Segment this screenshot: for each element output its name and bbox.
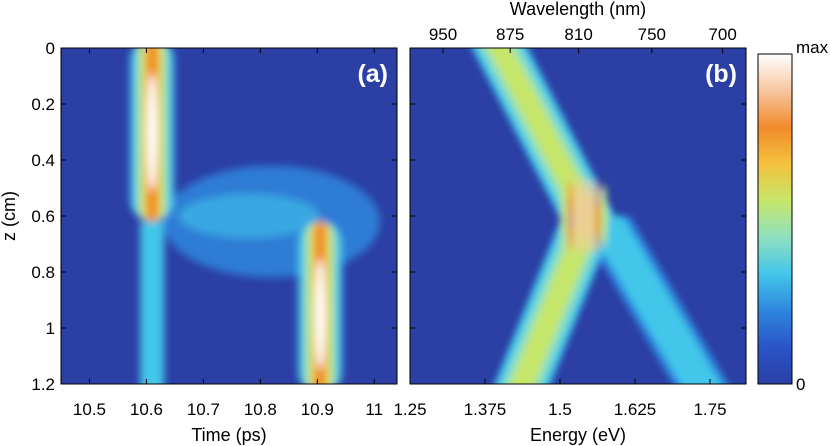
fringe xyxy=(574,178,580,254)
x-tick-label: 11 xyxy=(365,400,383,419)
pulse2-peak xyxy=(315,258,326,370)
panel-b: (b) 1.25 1.375 1.5 1.625 1.75 950 875 810 750 700 xyxy=(393,25,747,419)
pulse1-peak xyxy=(147,73,158,191)
x-tick-label: 10.7 xyxy=(187,400,220,419)
y-tick-label: 0.8 xyxy=(31,263,55,282)
panel-a: (a) 10.5 10.6 10.7 10.8 10.9 1100.20.40.60.81… xyxy=(31,39,398,419)
x-tick-label: 1.25 xyxy=(393,400,426,419)
fringe xyxy=(581,177,587,255)
panel-b-xlabel: Energy (eV) xyxy=(530,425,626,445)
lower-band-layer-2 xyxy=(510,216,602,384)
x-tick-label: 1.5 xyxy=(548,400,572,419)
colorbar-frame xyxy=(757,53,793,385)
y-tick-label: 0.6 xyxy=(31,207,55,226)
x-tick-label: 1.375 xyxy=(464,400,507,419)
x-tick-label: 10.5 xyxy=(73,400,106,419)
x-tick-label: 1.625 xyxy=(614,400,657,419)
panel-a-xlabel: Time (ps) xyxy=(191,425,266,445)
y-tick-label: 0.4 xyxy=(31,151,55,170)
panel-a-ticks: 10.5 10.6 10.7 10.8 10.9 11 0 0.2 0.4 0.6 0.8 1 1.2 xyxy=(31,39,397,419)
top-x-tick-label: 810 xyxy=(564,25,592,44)
x-tick-label: 10.8 xyxy=(244,400,277,419)
upper-band-layer-2 xyxy=(487,48,602,222)
y-tick-label: 1.2 xyxy=(31,375,55,394)
y-tick-label: 0 xyxy=(46,39,55,58)
panel-a-label: (a) xyxy=(357,60,388,88)
fringe xyxy=(588,178,594,254)
colorbar-fill xyxy=(758,54,792,384)
weak-band-layer-2 xyxy=(590,216,713,384)
top-x-tick-label: 950 xyxy=(429,25,457,44)
top-x-tick-label: 700 xyxy=(708,25,736,44)
colorbar: max 0 xyxy=(757,38,829,394)
x-tick-label: 1.75 xyxy=(693,400,726,419)
y-tick-label: 1 xyxy=(46,319,55,338)
top-x-tick-label: 875 xyxy=(496,25,524,44)
panel-b-label: (b) xyxy=(705,60,737,88)
fringe xyxy=(595,180,601,252)
fringe xyxy=(567,180,573,252)
colorbar-bottom-label: 0 xyxy=(796,375,805,394)
colorbar-top-label: max xyxy=(796,38,829,57)
panel-b-ticks: 1.25 1.375 1.5 1.625 1.75 950 875 810 750 700 xyxy=(393,25,746,419)
bridge-core xyxy=(178,194,319,238)
pulse1-trail xyxy=(140,221,165,384)
panel-a-heatmap xyxy=(130,48,380,384)
x-tick-label: 10.6 xyxy=(130,400,163,419)
panel-b-top-xlabel: Wavelength (nm) xyxy=(510,0,646,19)
fringe xyxy=(601,183,608,249)
x-tick-label: 10.9 xyxy=(301,400,334,419)
panel-b-heatmap xyxy=(471,48,729,384)
top-x-tick-label: 750 xyxy=(638,25,666,44)
fringe xyxy=(560,183,567,249)
panel-a-ylabel: z (cm) xyxy=(0,191,19,241)
y-tick-label: 0.2 xyxy=(31,95,55,114)
